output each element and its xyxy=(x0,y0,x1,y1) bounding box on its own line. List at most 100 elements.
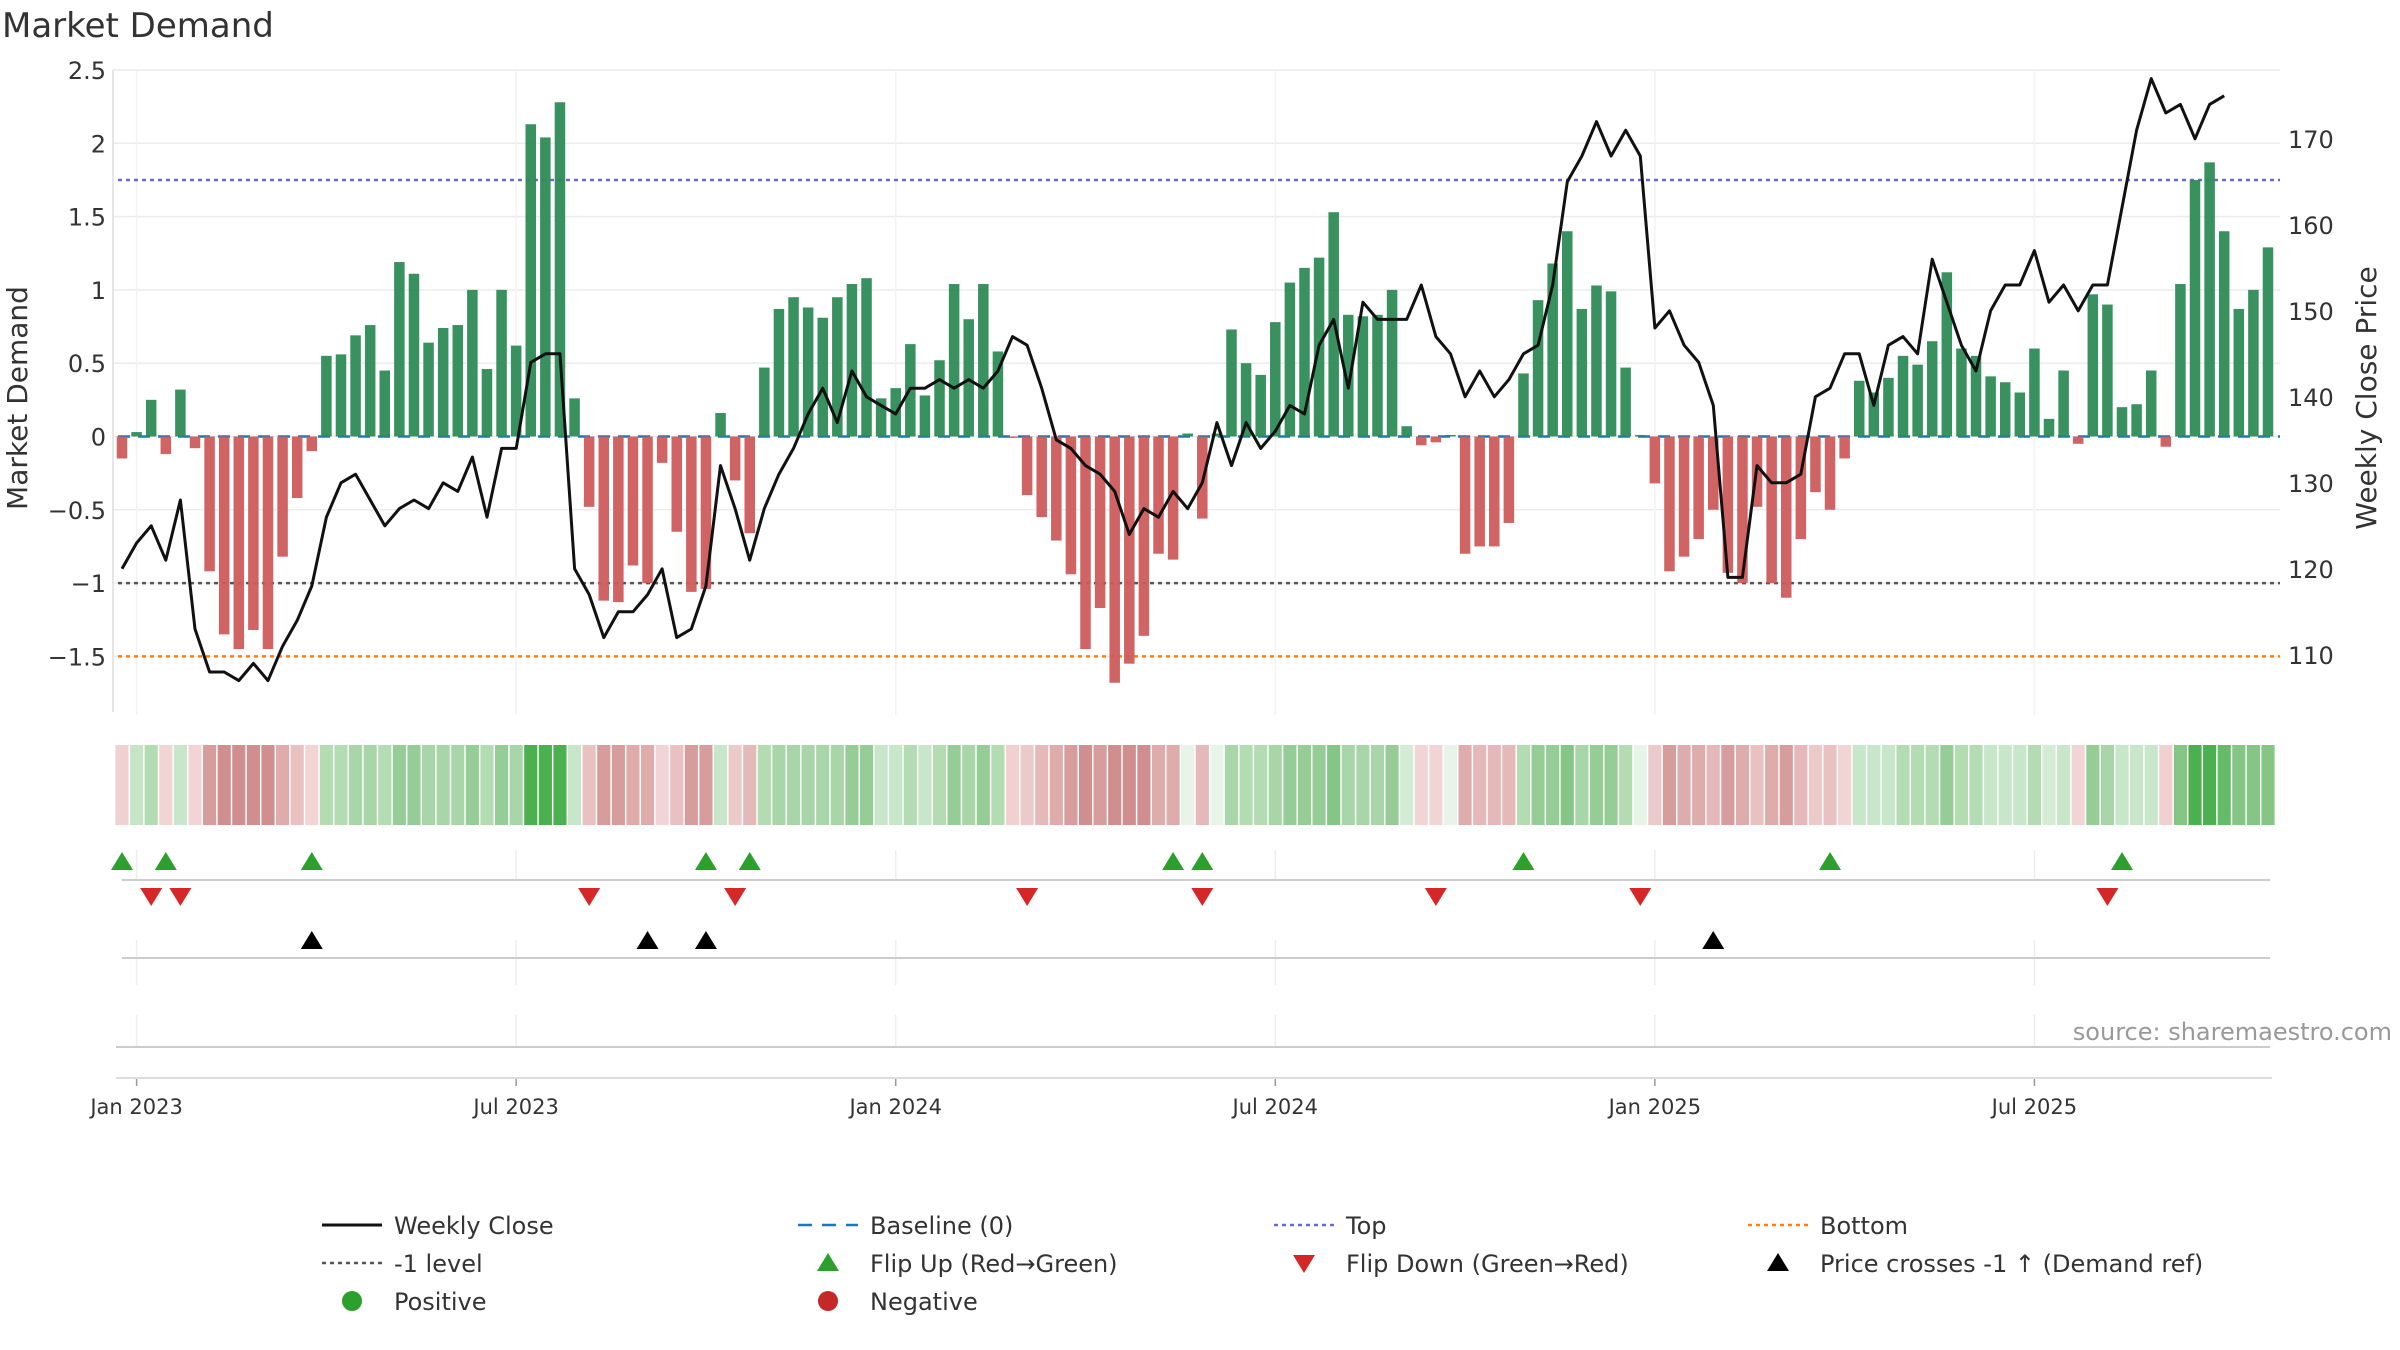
heat-cell xyxy=(1195,745,1209,825)
demand-bar xyxy=(1897,355,1909,437)
legend-label: -1 level xyxy=(394,1250,483,1278)
demand-bar xyxy=(1605,291,1617,437)
demand-bar xyxy=(1065,436,1077,575)
heat-cell xyxy=(947,745,961,825)
demand-bar xyxy=(379,370,391,437)
heat-cell xyxy=(363,745,377,825)
y-tick-label: 0 xyxy=(91,423,106,451)
flip-down-marker xyxy=(1629,888,1652,906)
axes: 2.5 2 1.5 1 0.5 0 −0.5 −1 −1.5 170 160 150 140 130 120… xyxy=(48,57,2334,1119)
heat-cell xyxy=(1516,745,1531,825)
demand-bar xyxy=(832,297,843,437)
y2-axis-label: Weekly Close Price xyxy=(2350,266,2383,529)
heat-cell xyxy=(319,745,333,825)
heat-cell xyxy=(1151,745,1166,825)
heat-cell xyxy=(1940,745,1954,825)
price-cross-marker xyxy=(300,931,323,949)
heat-cell xyxy=(1078,745,1093,825)
demand-bar xyxy=(1051,436,1062,541)
heat-cell xyxy=(1867,745,1881,825)
demand-bar xyxy=(773,308,785,437)
flip-up-marker xyxy=(1512,852,1535,870)
y-axis-label: Market Demand xyxy=(1,286,34,510)
y-tick-label: 0.5 xyxy=(68,350,106,378)
heat-cell xyxy=(159,745,173,825)
demand-bar xyxy=(1240,363,1252,437)
heat-cell xyxy=(757,745,771,825)
heat-cell xyxy=(1297,745,1312,825)
heat-cell xyxy=(1750,745,1764,825)
heat-cell xyxy=(246,745,260,825)
heat-cell xyxy=(173,745,187,825)
y-tick-label: −1 xyxy=(71,570,106,598)
demand-bar xyxy=(1664,436,1675,572)
demand-bar xyxy=(700,436,712,589)
heat-cell xyxy=(2013,745,2027,825)
demand-bar xyxy=(788,297,799,437)
demand-bar xyxy=(1562,231,1573,437)
heat-cell xyxy=(232,745,246,825)
demand-bar xyxy=(2029,348,2040,437)
heat-cell xyxy=(2130,745,2144,825)
heat-cell xyxy=(1166,745,1180,825)
heat-cell xyxy=(494,745,509,825)
heat-cell xyxy=(1473,745,1487,825)
heat-cell xyxy=(611,745,625,825)
demand-bar xyxy=(423,342,434,437)
price-cross-marker xyxy=(694,931,717,949)
demand-bar xyxy=(919,395,931,437)
demand-bar xyxy=(218,436,230,635)
demand-bar xyxy=(1401,426,1412,437)
heat-cell xyxy=(772,745,786,825)
demand-bar xyxy=(189,436,201,449)
heat-cell xyxy=(816,745,830,825)
heat-cell xyxy=(2100,745,2114,825)
heat-cell xyxy=(2086,745,2100,825)
heat-cell xyxy=(1356,745,1370,825)
demand-bar xyxy=(364,325,376,437)
demand-bar xyxy=(2204,162,2215,437)
legend-label: Bottom xyxy=(1820,1212,1908,1240)
demand-bar xyxy=(2102,304,2113,437)
heat-cell xyxy=(1969,745,1983,825)
demand-bar xyxy=(729,436,741,481)
demand-bar xyxy=(583,436,595,507)
heat-cell xyxy=(640,745,655,825)
heat-cell xyxy=(2188,745,2202,825)
heat-cell xyxy=(1370,745,1385,825)
x-tick-label: Jul 2025 xyxy=(1990,1095,2077,1119)
demand-bar xyxy=(1883,377,1894,437)
heat-cell xyxy=(1896,745,1910,825)
demand-bar xyxy=(1021,436,1033,496)
demand-bar xyxy=(1109,436,1120,683)
x-tick-label: Jul 2023 xyxy=(471,1095,558,1119)
demand-bar xyxy=(1620,367,1631,437)
heat-cell xyxy=(509,745,523,825)
demand-bar xyxy=(715,413,726,437)
y-tick-label: −0.5 xyxy=(48,497,106,525)
y2-tick-label: 160 xyxy=(2288,212,2334,240)
heat-cell xyxy=(1239,745,1253,825)
demand-bar xyxy=(437,328,449,437)
heat-cell xyxy=(1911,745,1925,825)
heat-cell xyxy=(830,745,844,825)
demand-bar xyxy=(2160,436,2172,447)
y-tick-label: 2.5 xyxy=(68,57,106,85)
heat-cell xyxy=(2232,745,2246,825)
heat-cell xyxy=(1619,745,1633,825)
legend-label: Negative xyxy=(870,1288,978,1316)
flip-up-marker xyxy=(1162,852,1185,870)
demand-bar xyxy=(2218,231,2230,437)
flip-down-marker xyxy=(169,888,192,906)
heat-cell xyxy=(874,745,888,825)
price-line-layer xyxy=(120,77,2225,683)
heat-cell xyxy=(407,745,421,825)
heat-cell xyxy=(684,745,698,825)
demand-bar xyxy=(204,436,215,572)
heat-cell xyxy=(699,745,713,825)
heat-cell xyxy=(597,745,611,825)
demand-bar xyxy=(802,307,814,437)
demand-bar xyxy=(1299,267,1310,437)
heat-cell xyxy=(655,745,669,825)
demand-bar xyxy=(671,436,683,532)
